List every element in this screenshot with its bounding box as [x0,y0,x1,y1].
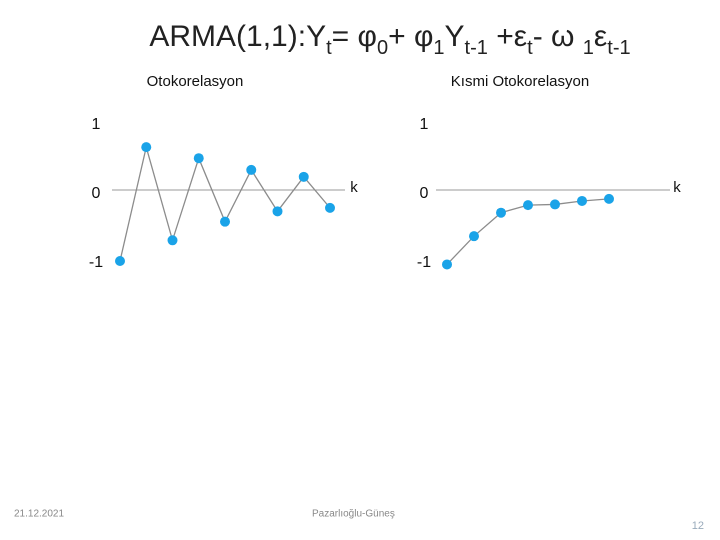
y-tick-label: 1 [92,116,101,133]
title-subscript: 0 [377,37,388,59]
point [469,231,479,242]
point [167,235,178,246]
y-tick-label: 0 [420,185,429,202]
x-axis-label: k [350,179,358,196]
title-subscript: t [326,37,332,59]
chart-title: Kısmi Otokorelasyon [451,73,589,90]
point [246,164,257,175]
page-number: 12 [692,520,704,532]
line [119,146,331,262]
title-subscript: t-1 [607,37,630,59]
point [550,199,560,210]
point [272,206,283,217]
footer-date: 21.12.2021 [14,509,64,520]
x-axis-label: k [673,179,681,196]
y-tick-label: 0 [92,185,101,202]
point [442,259,452,270]
point [220,216,230,227]
y-tick-label: -1 [417,254,431,271]
point [523,200,533,211]
point [115,256,125,266]
title-part: - ω [533,20,583,53]
y-tick-label: 1 [420,116,429,133]
title-subscript: t-1 [465,37,488,59]
y-tick-label: -1 [89,254,103,271]
point [298,171,309,182]
point [496,207,506,218]
point [193,153,204,164]
title-part: = φ [332,20,377,53]
title-part: ARMA(1,1):Y [149,20,326,53]
title-subscript: 1 [433,37,444,59]
point [141,142,152,153]
title-subscript: 1 [583,37,594,59]
slide-title: ARMA(1,1):Yt= φ0+ φ1Yt-1 +εt- ω 1εt-1 [149,20,630,59]
title-part: Y [445,20,465,53]
chart-title: Otokorelasyon [147,73,244,90]
title-part: ε [594,20,607,53]
point [577,195,587,206]
title-part: + φ [388,20,433,53]
point [604,193,614,204]
title-subscript: t [527,37,533,59]
footer-author: Pazarlıoğlu-Güneş [312,509,395,520]
title-part: +ε [488,20,527,53]
point [325,202,335,213]
